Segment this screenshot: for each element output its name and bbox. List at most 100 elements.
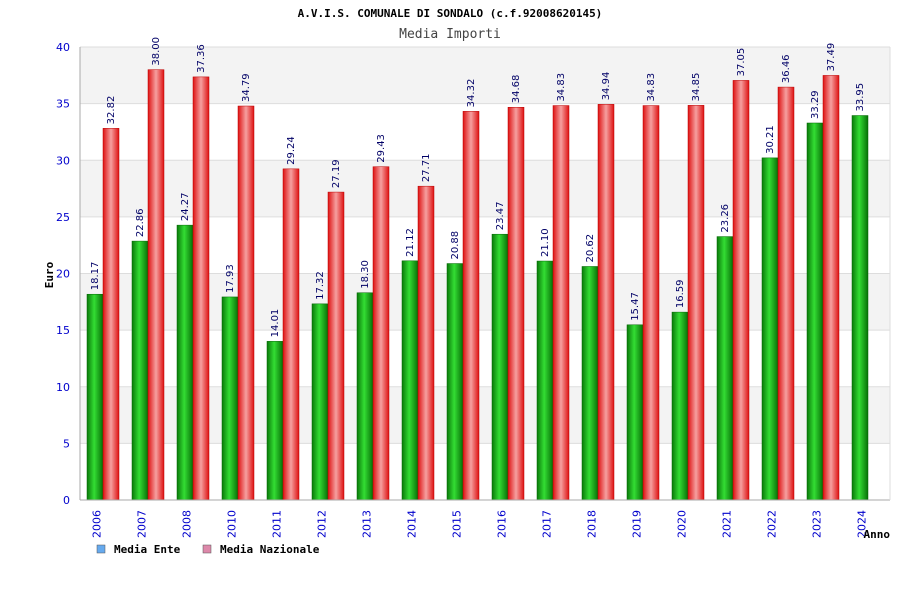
plot-band [80, 386, 890, 444]
chart-title: A.V.I.S. COMUNALE DI SONDALO (c.f.920086… [298, 7, 603, 20]
bar-media-ente-2019 [626, 324, 644, 501]
bar-media-nazionale-2016 [507, 106, 525, 501]
legend-swatch-media-nazionale [202, 544, 212, 554]
data-label-media-nazionale-2017: 34.83 [556, 73, 567, 102]
x-tick-label-2012: 2012 [316, 510, 329, 538]
data-label-media-nazionale-2018: 34.94 [601, 72, 612, 101]
bar-media-ente-2010 [221, 296, 239, 501]
bar-media-nazionale-2018 [597, 104, 615, 501]
bar-media-nazionale-2010 [237, 105, 255, 501]
bar-media-nazionale-2022 [777, 86, 795, 501]
bar-media-ente-2022 [761, 157, 779, 501]
data-label-media-ente-2021: 23.26 [720, 204, 731, 233]
bar-media-ente-2016 [491, 233, 509, 501]
bar-media-ente-2011 [266, 341, 284, 501]
data-label-media-nazionale-2008: 37.36 [196, 44, 207, 73]
legend: Media Ente Media Nazionale [96, 543, 320, 556]
x-tick-label-2014: 2014 [406, 510, 419, 538]
x-tick-label-2017: 2017 [541, 510, 554, 538]
bar-media-nazionale-2013 [372, 166, 390, 501]
y-tick-labels: 0 5 10 15 20 25 30 35 40 [56, 41, 70, 507]
x-tick-label-2018: 2018 [586, 510, 599, 538]
plot-band [80, 273, 890, 331]
data-label-media-ente-2023: 33.29 [810, 90, 821, 119]
data-label-media-nazionale-2015: 34.32 [466, 79, 477, 108]
bar-media-ente-2021 [716, 236, 734, 501]
bar-media-ente-2017 [536, 260, 554, 501]
y-tick-label: 20 [56, 268, 70, 281]
bar-media-ente-2006 [86, 293, 104, 501]
bar-media-nazionale-2021 [732, 80, 750, 501]
data-label-media-nazionale-2007: 38.00 [151, 37, 162, 66]
data-label-media-ente-2011: 14.01 [270, 309, 281, 338]
data-label-media-nazionale-2021: 37.05 [736, 48, 747, 77]
x-tick-label-2010: 2010 [226, 510, 239, 538]
data-label-media-ente-2024: 33.95 [855, 83, 866, 112]
data-label-media-nazionale-2020: 34.85 [691, 73, 702, 102]
bar-media-nazionale-2011 [282, 168, 300, 501]
data-label-media-ente-2016: 23.47 [495, 202, 506, 231]
y-axis-label: Euro [43, 261, 56, 288]
data-label-media-ente-2013: 18.30 [360, 260, 371, 289]
bar-media-nazionale-2006 [102, 128, 120, 501]
y-tick-label: 40 [56, 41, 70, 54]
bar-media-ente-2015 [446, 263, 464, 501]
x-tick-label-2023: 2023 [811, 510, 824, 538]
bar-media-nazionale-2008 [192, 76, 210, 501]
x-tick-label-2007: 2007 [136, 510, 149, 538]
x-tick-label-2006: 2006 [91, 510, 104, 538]
bars-group [86, 69, 869, 501]
y-tick-label: 0 [63, 494, 70, 507]
data-label-media-nazionale-2013: 29.43 [376, 134, 387, 163]
chart-subtitle: Media Importi [399, 27, 501, 42]
bar-media-nazionale-2020 [687, 105, 705, 501]
y-tick-label: 5 [63, 437, 70, 450]
data-label-media-ente-2022: 30.21 [765, 125, 776, 154]
x-tick-label-2008: 2008 [181, 510, 194, 538]
data-label-media-nazionale-2019: 34.83 [646, 73, 657, 102]
axes-group [79, 47, 891, 501]
data-label-media-ente-2018: 20.62 [585, 234, 596, 263]
plot-band [80, 160, 890, 217]
x-tick-label-2021: 2021 [721, 510, 734, 538]
bar-media-nazionale-2023 [822, 75, 840, 501]
data-label-media-ente-2008: 24.27 [180, 193, 191, 222]
data-label-media-ente-2010: 17.93 [225, 264, 236, 293]
data-label-media-ente-2014: 21.12 [405, 228, 416, 257]
y-tick-label: 30 [56, 154, 70, 167]
data-label-media-nazionale-2012: 27.19 [331, 159, 342, 188]
bar-media-ente-2023 [806, 122, 824, 501]
data-label-media-ente-2020: 16.59 [675, 279, 686, 308]
data-labels-group: 18.17 22.86 24.27 17.93 14.01 17.32 18.30 21.12… [90, 37, 866, 337]
data-label-media-nazionale-2011: 29.24 [286, 136, 297, 165]
x-axis-label: Anno [864, 528, 891, 541]
bar-media-ente-2024 [851, 115, 869, 501]
x-tick-label-2013: 2013 [361, 510, 374, 538]
data-label-media-ente-2019: 15.47 [630, 292, 641, 321]
bar-media-nazionale-2017 [552, 105, 570, 501]
data-label-media-nazionale-2022: 36.46 [781, 54, 792, 83]
bar-media-ente-2020 [671, 311, 689, 501]
data-label-media-ente-2006: 18.17 [90, 262, 101, 291]
bar-media-ente-2013 [356, 292, 374, 501]
grid-lines [80, 46, 890, 501]
data-label-media-nazionale-2016: 34.68 [511, 75, 522, 104]
y-tick-label: 10 [56, 381, 70, 394]
y-tick-label: 15 [56, 324, 70, 337]
x-tick-label-2016: 2016 [496, 510, 509, 538]
x-tick-labels: 2006 2007 2008 2010 2011 2012 2013 2014 2015 2016… [91, 510, 869, 538]
data-label-media-ente-2012: 17.32 [315, 271, 326, 300]
bar-media-ente-2018 [581, 266, 599, 501]
data-label-media-ente-2017: 21.10 [540, 228, 551, 257]
bar-media-ente-2007 [131, 240, 149, 501]
data-label-media-ente-2015: 20.88 [450, 231, 461, 260]
data-label-media-nazionale-2010: 34.79 [241, 73, 252, 102]
data-label-media-nazionale-2014: 27.71 [421, 154, 432, 183]
plot-band [80, 47, 890, 104]
y-tick-label: 25 [56, 211, 70, 224]
bar-media-nazionale-2014 [417, 185, 435, 501]
x-tick-label-2015: 2015 [451, 510, 464, 538]
data-label-media-nazionale-2023: 37.49 [826, 43, 837, 72]
legend-swatch-media-ente [96, 544, 106, 554]
